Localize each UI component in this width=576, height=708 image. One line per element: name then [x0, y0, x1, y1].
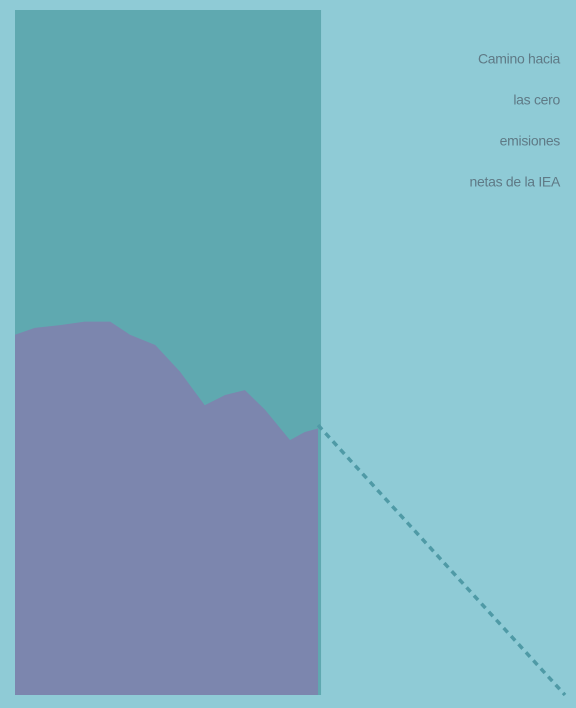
annotation: Camino hacia	[478, 51, 561, 67]
annotation: emisiones	[500, 133, 561, 149]
projection-line	[316, 423, 567, 697]
annotation: netas de la IEA	[470, 174, 561, 190]
area	[15, 321, 319, 695]
annotation: las cero	[513, 92, 560, 108]
